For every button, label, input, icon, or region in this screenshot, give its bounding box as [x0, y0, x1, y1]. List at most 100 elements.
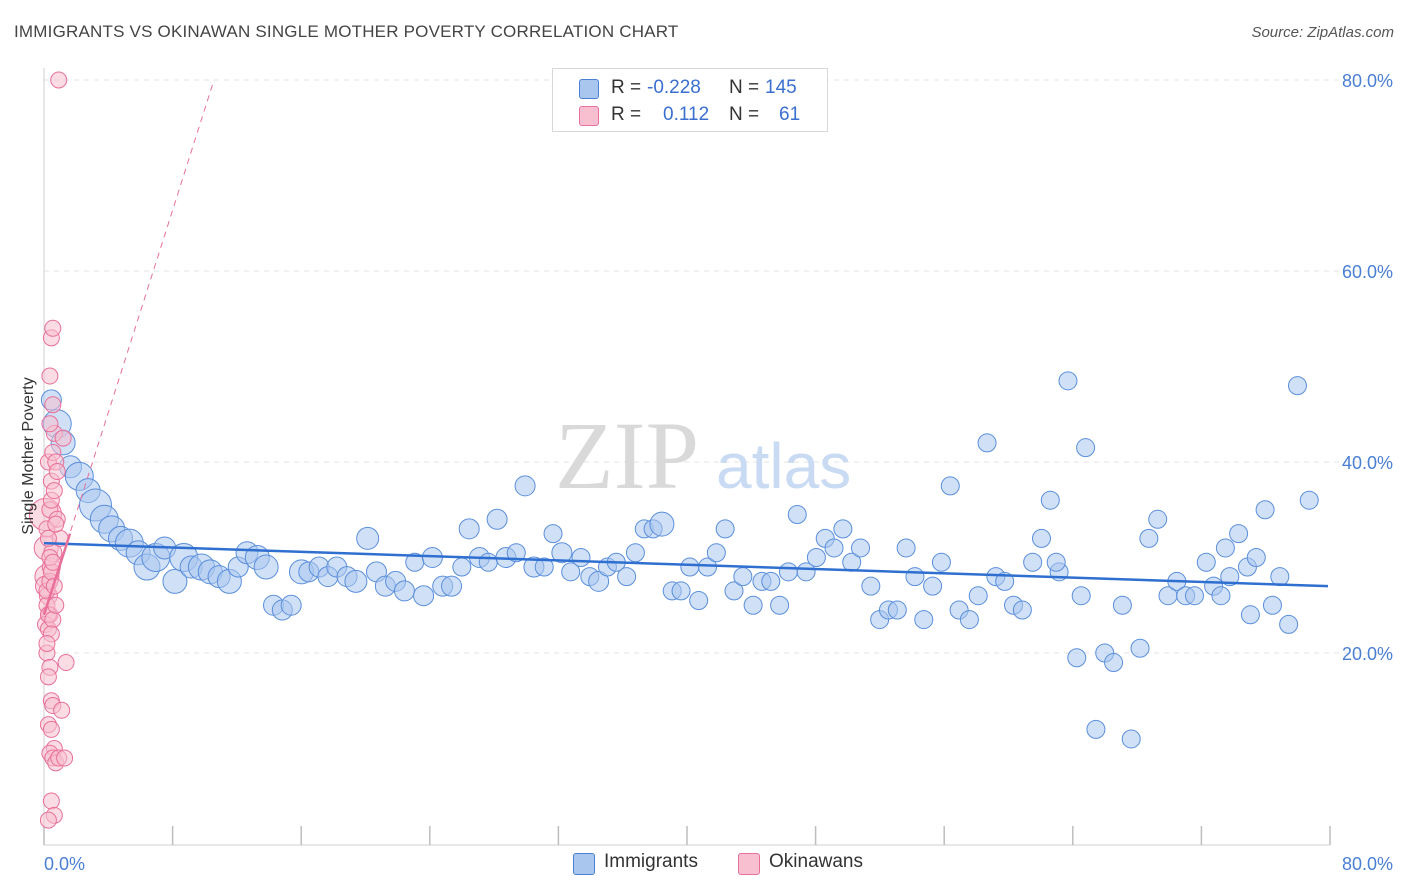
- legend-r-value: 0.112: [663, 104, 710, 125]
- okinawans-points: [28, 71, 75, 829]
- tick-labels: 20.0% 40.0% 60.0% 80.0% 0.0% 80.0%: [44, 71, 1393, 874]
- immigrants-point: [671, 581, 691, 601]
- okinawans-point: [39, 811, 57, 829]
- legend-n-label: N =: [729, 77, 760, 98]
- immigrants-point: [625, 543, 645, 563]
- y-tick-label: 80.0%: [1342, 71, 1393, 91]
- immigrants-point: [534, 557, 554, 577]
- immigrants-point: [1040, 490, 1060, 510]
- immigrants-point: [571, 548, 591, 567]
- legend-row-immigrants: R = -0.228 N = 145: [553, 75, 827, 101]
- immigrants-point: [413, 585, 435, 607]
- gridlines: [44, 79, 1392, 654]
- immigrants-point: [1121, 729, 1141, 749]
- immigrants-point: [977, 433, 997, 453]
- okinawans-point: [42, 792, 60, 810]
- immigrants-point: [1067, 648, 1087, 668]
- immigrants-point: [1112, 595, 1132, 615]
- okinawans-point: [47, 515, 65, 533]
- immigrants-point: [1229, 524, 1249, 544]
- immigrants-trend-line: [43, 541, 1329, 588]
- immigrants-point: [715, 519, 735, 539]
- immigrants-point: [1130, 638, 1150, 658]
- immigrants-point: [851, 538, 871, 558]
- immigrants-point: [1287, 376, 1307, 396]
- okinawans-point: [53, 701, 71, 719]
- okinawans-point: [45, 482, 63, 500]
- immigrants-point: [923, 576, 943, 596]
- immigrants-point: [1215, 538, 1235, 558]
- immigrants-point: [280, 594, 302, 616]
- trend-lines: [42, 79, 1329, 616]
- immigrants-point: [551, 542, 573, 564]
- immigrants-point: [995, 571, 1015, 591]
- immigrants-point: [1299, 490, 1319, 510]
- immigrants-point: [689, 590, 709, 610]
- okinawans-point: [44, 611, 62, 629]
- immigrants-point: [914, 610, 934, 630]
- y-tick-label: 40.0%: [1342, 453, 1393, 473]
- immigrants-point: [588, 570, 610, 592]
- immigrants-point: [486, 508, 508, 530]
- y-tick-label: 20.0%: [1342, 644, 1393, 664]
- okinawans-trend-line: [42, 533, 72, 616]
- immigrants-point: [1046, 552, 1066, 572]
- okinawans-point: [42, 720, 60, 738]
- y-axis-label: Single Mother Poverty: [20, 377, 37, 534]
- immigrants-point: [617, 567, 637, 587]
- immigrants-point: [1246, 548, 1266, 567]
- watermark-zip: ZIP: [555, 402, 699, 509]
- immigrants-point: [1211, 586, 1231, 606]
- immigrants-swatch: [579, 79, 599, 99]
- okinawans-point: [57, 654, 75, 672]
- watermark-atlas: atlas: [716, 430, 851, 502]
- x-tick-label: 80.0%: [1342, 854, 1393, 874]
- okinawans-point: [44, 319, 62, 337]
- immigrants-point: [1148, 509, 1168, 529]
- immigrants-point: [1196, 552, 1216, 572]
- legend-n-value: 145: [765, 77, 797, 98]
- immigrants-point: [724, 581, 744, 601]
- immigrants-point: [561, 562, 581, 582]
- immigrants-point: [649, 511, 675, 537]
- legend-r-value: -0.228: [647, 77, 701, 98]
- immigrants-point: [1255, 500, 1275, 520]
- immigrants-point: [896, 538, 916, 558]
- immigrants-point: [253, 554, 279, 580]
- legend-r-label: R =: [611, 77, 642, 98]
- immigrants-point: [778, 562, 798, 582]
- immigrants-point: [698, 557, 718, 577]
- source-label: Source: ZipAtlas.com: [1251, 24, 1394, 41]
- immigrants-point: [458, 518, 480, 540]
- immigrants-point: [1240, 605, 1260, 625]
- okinawans-legend-swatch: [738, 853, 760, 875]
- okinawans-point: [56, 749, 74, 767]
- immigrants-point: [1139, 528, 1159, 548]
- okinawans-point: [48, 463, 66, 481]
- immigrants-point: [506, 543, 526, 563]
- immigrants-point: [806, 548, 826, 567]
- immigrants-point: [452, 557, 472, 577]
- immigrants-point: [441, 575, 463, 597]
- immigrants-point: [1031, 528, 1051, 548]
- immigrants-point: [1220, 567, 1240, 587]
- immigrants-point: [1058, 371, 1078, 391]
- immigrants-point: [940, 476, 960, 496]
- okinawans-point: [41, 415, 59, 433]
- immigrants-point: [1184, 586, 1204, 606]
- immigrants-point: [393, 580, 415, 602]
- immigrants-point: [1086, 719, 1106, 739]
- immigrants-point: [733, 567, 753, 587]
- immigrants-point: [787, 505, 807, 525]
- immigrants-point: [162, 568, 188, 594]
- immigrants-point: [478, 552, 498, 572]
- immigrants-point: [824, 538, 844, 558]
- legend-r-label: R =: [611, 104, 642, 125]
- immigrants-point: [706, 543, 726, 563]
- immigrants-point: [356, 526, 380, 550]
- immigrants-point: [1270, 567, 1290, 587]
- chart-title: IMMIGRANTS VS OKINAWAN SINGLE MOTHER POV…: [14, 22, 679, 41]
- okinawans-point: [50, 71, 68, 89]
- immigrants-point: [1262, 595, 1282, 615]
